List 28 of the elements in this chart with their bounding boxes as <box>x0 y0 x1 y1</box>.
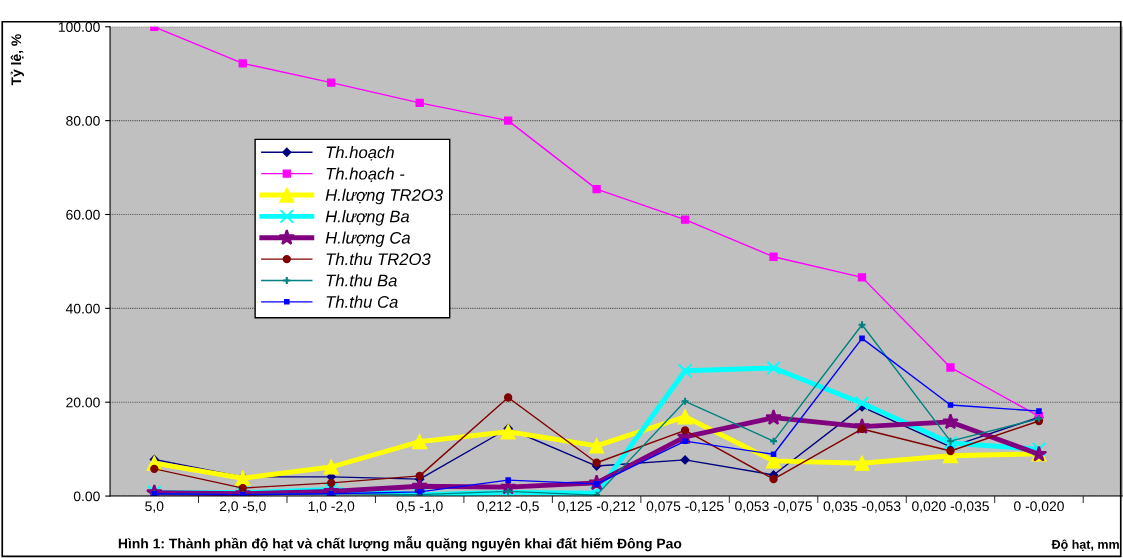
legend-label: Th.thu TR2O3 <box>326 252 431 266</box>
x-tick-label: 0 -0,020 <box>1014 501 1064 513</box>
x-tick-label: 0,5 -1,0 <box>396 501 443 513</box>
text: Hình 1: Thành phần độ hạt và chất lượng mẫu quặng nguyên khai đất hiếm Đông Pao <box>118 536 682 552</box>
x-tick-label: 0,020 -0,035 <box>912 501 989 513</box>
legend-label: H.lượng Ca <box>325 231 411 248</box>
x-tick-label: 1,0 -2,0 <box>308 501 355 513</box>
y-tick-label: 100.00 <box>58 22 100 32</box>
x-tick-label: 0,053 -0,075 <box>735 501 812 513</box>
x-tick-label: 0,212 -0,5 <box>477 501 539 513</box>
legend-label: Th.hoạch - <box>326 167 405 182</box>
x-tick-label: 2,0 -5,0 <box>219 501 266 513</box>
y-tick-label: 60.00 <box>66 209 100 220</box>
legend-label: Th.thu Ca <box>326 295 398 308</box>
x-axis-title: Độ hạt, mm <box>1051 539 1119 551</box>
x-tick-label: 0,035 -0,053 <box>823 501 901 513</box>
legend-label: H.lượng TR2O3 <box>325 188 443 205</box>
legend-label: Th.thu Ba <box>326 274 397 287</box>
y-tick-label: 80.00 <box>66 115 100 126</box>
legend-label: Th.hoạch <box>326 146 394 161</box>
y-tick-label: 40.00 <box>65 303 100 314</box>
y-tick-label: 0.00 <box>73 491 100 502</box>
x-tick-label: 5,0 <box>145 501 164 513</box>
y-tick-label: 20.00 <box>66 397 100 408</box>
y-axis-title: Tỷ lệ, % <box>10 34 24 86</box>
x-tick-label: 0,125 -0,212 <box>558 501 635 513</box>
legend-label: H.lượng Ba <box>325 210 410 226</box>
x-tick-label: 0,075 -0,125 <box>646 501 724 513</box>
